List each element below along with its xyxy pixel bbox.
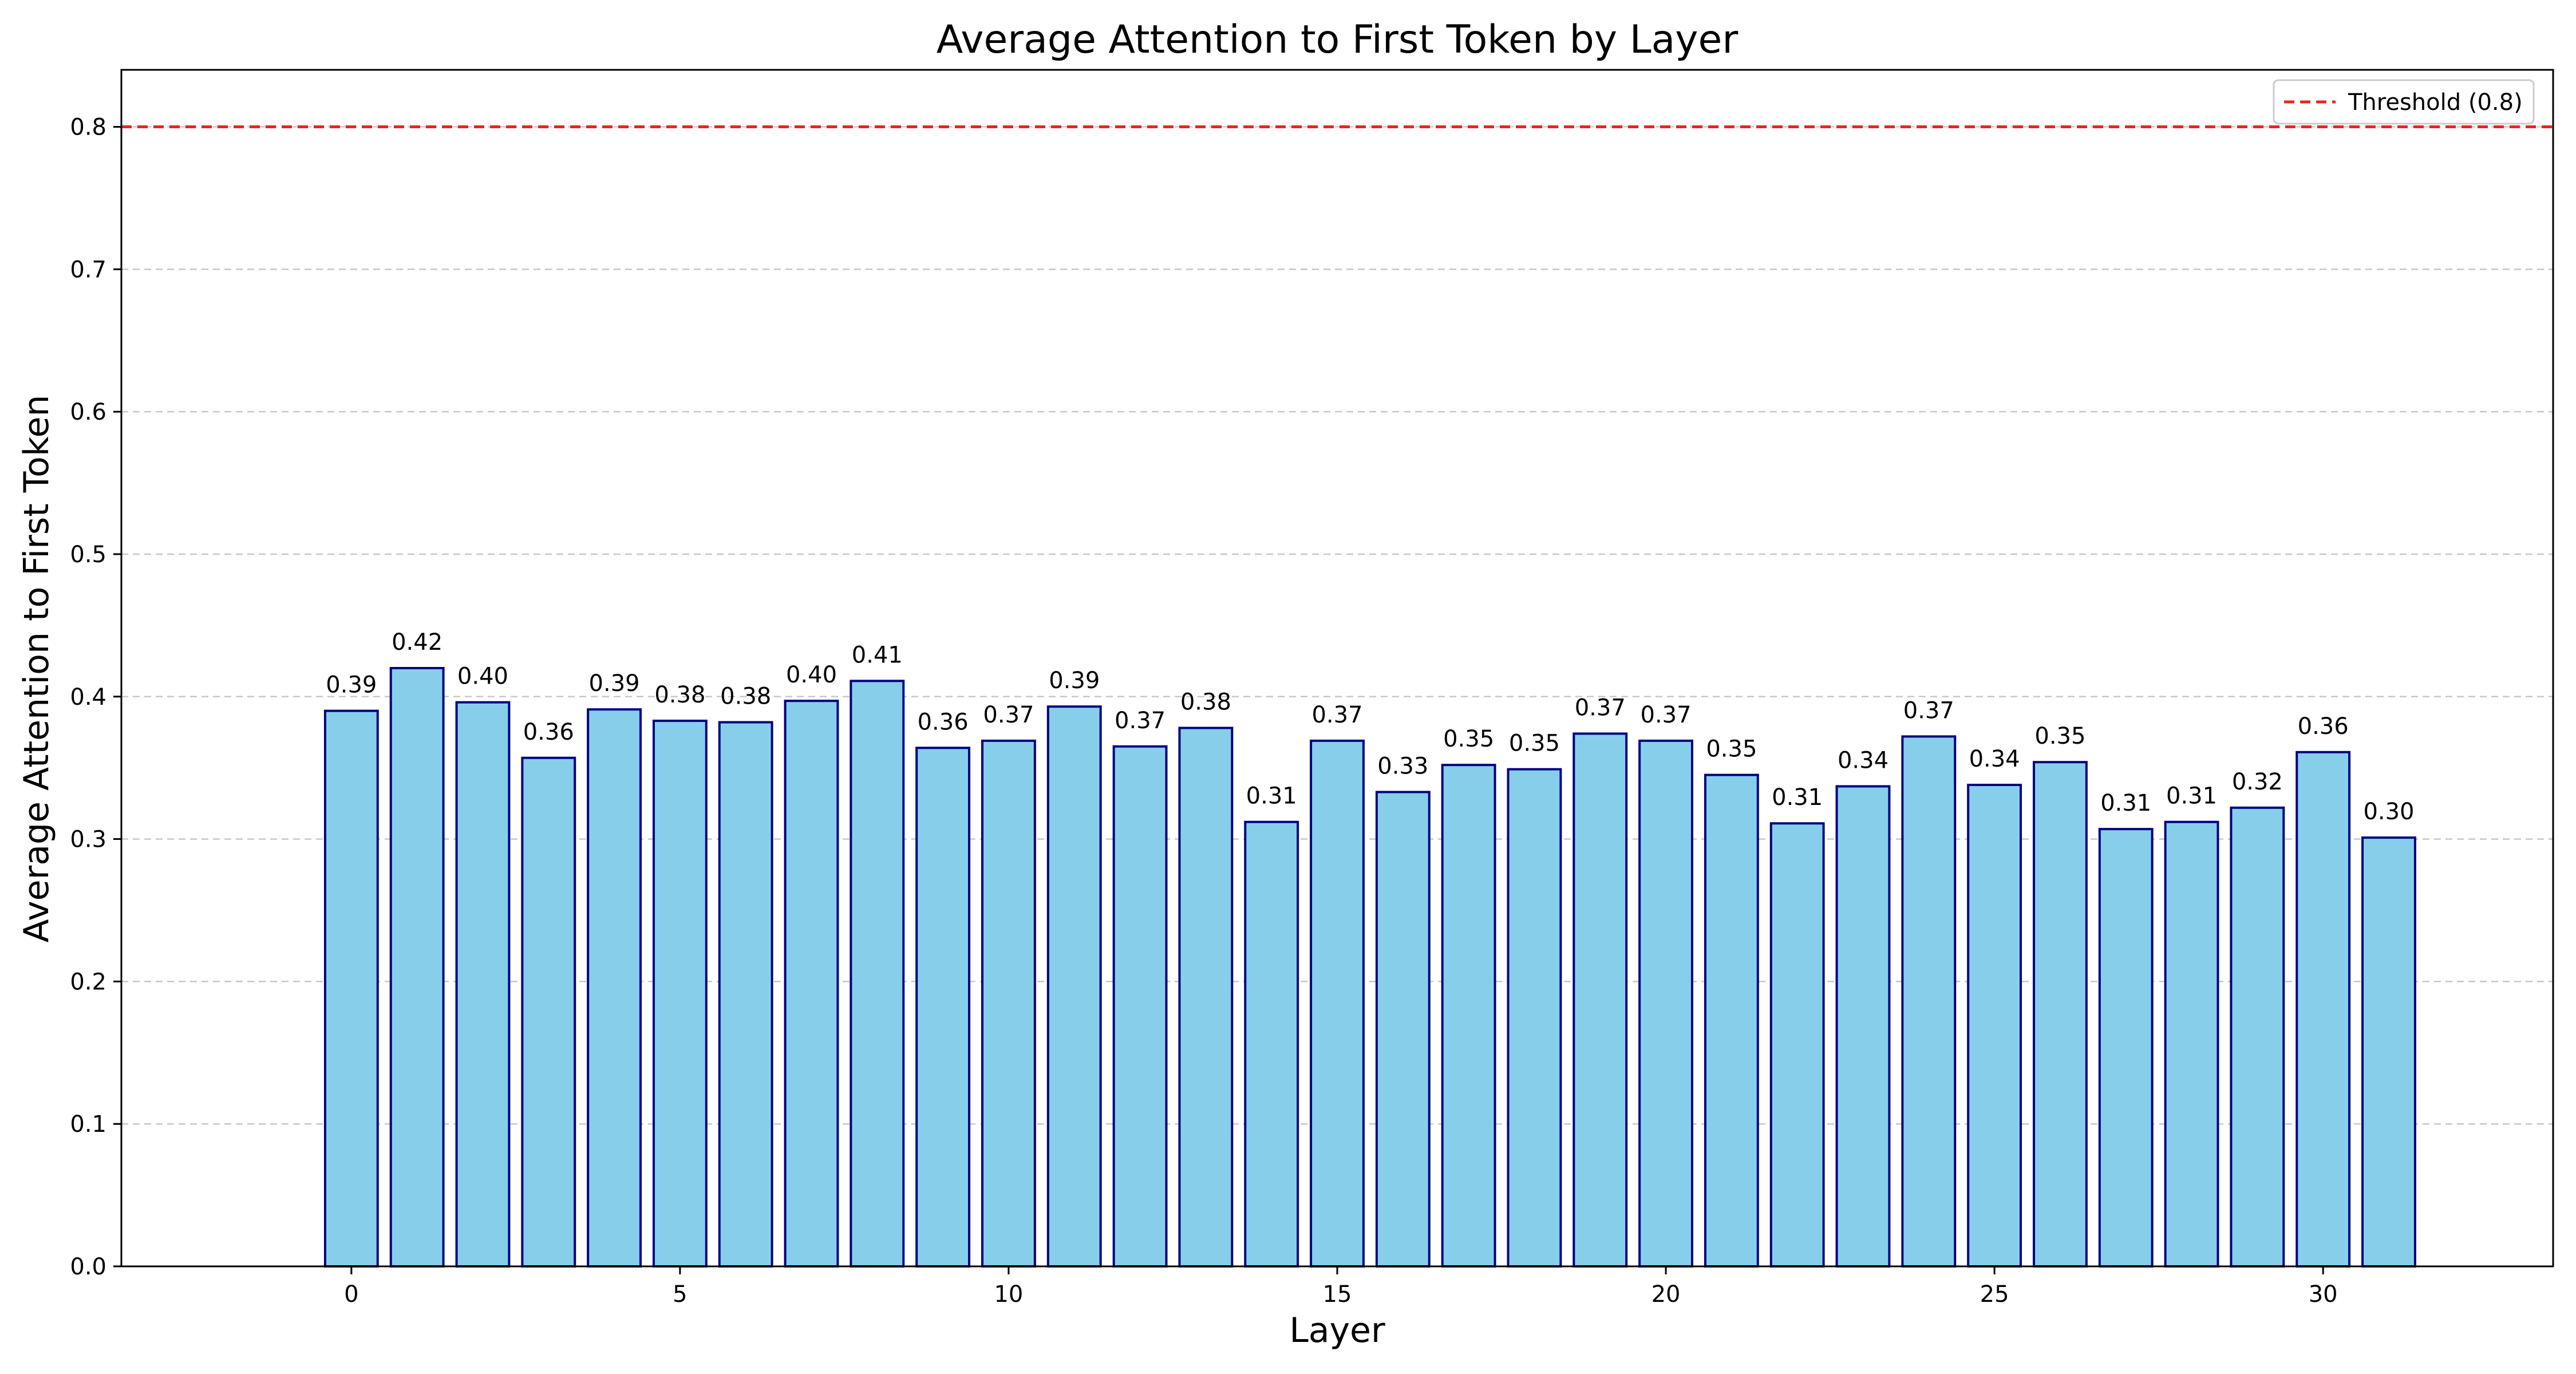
bar-value-label: 0.35 xyxy=(2034,723,2085,749)
bar xyxy=(1573,732,1628,1268)
x-tick-label: 20 xyxy=(1652,1281,1681,1308)
bar xyxy=(1901,735,1957,1268)
bar xyxy=(1507,768,1562,1268)
bar-value-label: 0.42 xyxy=(392,629,442,656)
bar-value-label: 0.33 xyxy=(1377,753,1428,779)
bar-value-label: 0.36 xyxy=(523,719,574,745)
bar-value-label: 0.37 xyxy=(983,702,1034,728)
y-tick-label: 0.6 xyxy=(70,399,106,425)
bar xyxy=(784,700,839,1268)
bar xyxy=(2296,751,2351,1268)
bar xyxy=(1704,773,1759,1268)
x-tick-label: 25 xyxy=(1980,1281,2009,1308)
bar-value-label: 0.38 xyxy=(720,684,771,710)
bar-value-label: 0.36 xyxy=(918,709,969,735)
bar xyxy=(1769,822,1825,1268)
bar xyxy=(323,709,379,1268)
bar xyxy=(1638,739,1693,1268)
bar-value-label: 0.31 xyxy=(2166,783,2217,810)
bar xyxy=(1112,745,1168,1268)
bar-value-label: 0.31 xyxy=(1246,783,1297,810)
bar xyxy=(1178,727,1234,1268)
bar xyxy=(521,756,576,1268)
bar xyxy=(1046,705,1102,1268)
bar-value-label: 0.34 xyxy=(1838,748,1888,774)
chart-title: Average Attention to First Token by Laye… xyxy=(937,17,1739,62)
bar-value-label: 0.38 xyxy=(1180,689,1231,716)
bar-value-label: 0.37 xyxy=(1311,702,1362,728)
bar-value-label: 0.35 xyxy=(1509,731,1560,757)
y-tick-label: 0.0 xyxy=(70,1254,106,1280)
bar xyxy=(915,747,971,1268)
x-axis-label: Layer xyxy=(1289,1310,1385,1351)
bar xyxy=(2032,761,2088,1268)
bar-value-label: 0.41 xyxy=(852,642,903,668)
bar-value-label: 0.40 xyxy=(457,664,508,690)
bar-value-label: 0.31 xyxy=(1772,784,1823,811)
bar xyxy=(1244,820,1299,1268)
y-tick-label: 0.3 xyxy=(70,827,106,853)
bar-value-label: 0.30 xyxy=(2363,799,2414,825)
bar xyxy=(587,708,642,1268)
bar xyxy=(1375,791,1431,1268)
bar xyxy=(389,667,445,1268)
bar-value-label: 0.38 xyxy=(654,682,705,708)
y-tick-label: 0.2 xyxy=(70,969,106,995)
bar xyxy=(652,720,708,1268)
bar xyxy=(455,701,511,1268)
bar-value-label: 0.32 xyxy=(2232,769,2283,795)
bar-value-label: 0.31 xyxy=(2100,790,2151,816)
bar-value-label: 0.39 xyxy=(326,672,377,698)
x-tick-label: 10 xyxy=(994,1281,1023,1308)
y-tick-label: 0.1 xyxy=(70,1111,106,1138)
bar-value-label: 0.37 xyxy=(1641,702,1692,728)
bar-value-labels: 0.39 0.42 0.40 0.36 0.39 0.38 0.38 0.40 0.41 0.36… xyxy=(326,629,2414,825)
x-tick-label: 30 xyxy=(2309,1281,2338,1308)
bar-value-label: 0.37 xyxy=(1115,708,1165,734)
bars xyxy=(323,667,2416,1268)
bar xyxy=(1835,785,1891,1268)
y-axis-ticks: 0.0 0.1 0.2 0.3 0.4 0.5 0.6 0.7 0.8 xyxy=(70,114,121,1280)
bar-value-label: 0.34 xyxy=(1969,746,2020,772)
bar-value-label: 0.39 xyxy=(589,670,640,697)
y-axis-label: Average Attention to First Token xyxy=(17,395,57,943)
bar-value-label: 0.36 xyxy=(2298,713,2349,740)
bar xyxy=(2164,820,2219,1268)
bar-value-label: 0.40 xyxy=(786,662,837,688)
legend-box xyxy=(2273,79,2535,125)
x-axis-ticks: 0 5 10 15 20 25 30 xyxy=(344,1266,2338,1308)
bar xyxy=(850,680,905,1268)
bar xyxy=(2098,828,2154,1268)
bar-value-label: 0.37 xyxy=(1903,697,1954,724)
x-tick-label: 0 xyxy=(344,1281,358,1308)
y-tick-label: 0.8 xyxy=(70,114,106,141)
legend-threshold-label: Threshold (0.8) xyxy=(2348,89,2523,116)
bar-value-label: 0.37 xyxy=(1575,694,1626,721)
bar xyxy=(981,739,1036,1268)
bar xyxy=(1310,739,1365,1268)
bar-value-label: 0.35 xyxy=(1706,736,1757,763)
y-tick-label: 0.5 xyxy=(70,542,106,568)
bar-value-label: 0.35 xyxy=(1443,726,1494,752)
y-tick-label: 0.4 xyxy=(70,684,106,710)
x-tick-label: 15 xyxy=(1323,1281,1352,1308)
bar xyxy=(1441,764,1496,1268)
bar xyxy=(2361,836,2416,1268)
bar xyxy=(718,721,773,1268)
bar-value-label: 0.39 xyxy=(1049,668,1100,694)
bar xyxy=(2230,806,2285,1268)
y-tick-label: 0.7 xyxy=(70,256,106,283)
legend: Threshold (0.8) xyxy=(2273,79,2535,125)
bar xyxy=(1967,784,2022,1268)
x-tick-label: 5 xyxy=(673,1281,687,1308)
